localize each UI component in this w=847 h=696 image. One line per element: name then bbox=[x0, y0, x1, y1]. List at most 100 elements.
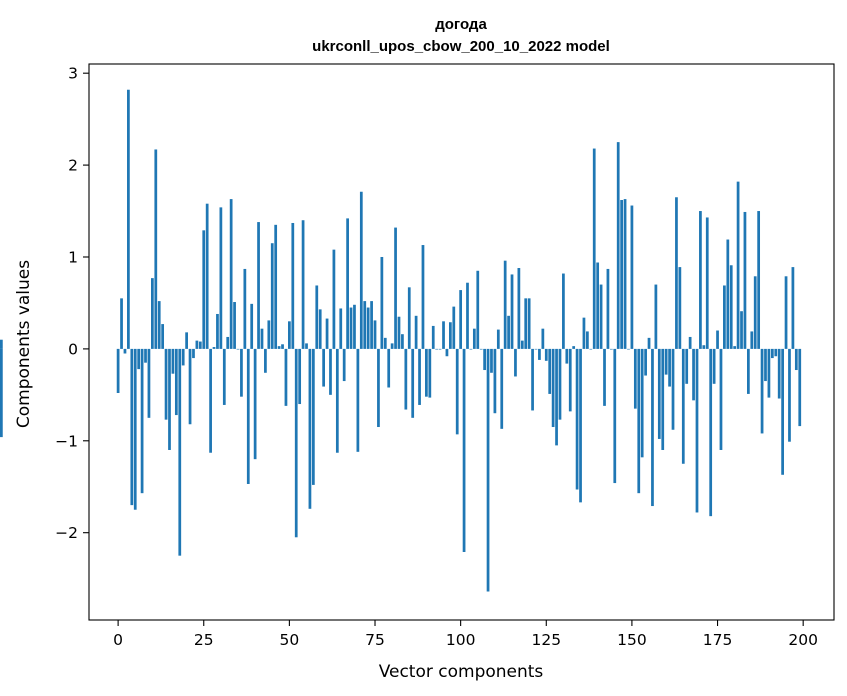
bar-48 bbox=[281, 344, 284, 349]
bar-39 bbox=[250, 303, 254, 349]
bar-110 bbox=[493, 348, 497, 414]
bar-33 bbox=[229, 199, 233, 349]
bar-13 bbox=[161, 324, 165, 349]
bar-64 bbox=[335, 348, 339, 453]
bar-106 bbox=[479, 348, 483, 350]
bar-34 bbox=[233, 302, 236, 349]
bar-183 bbox=[743, 211, 747, 349]
bar-132 bbox=[568, 348, 572, 412]
bar-78 bbox=[383, 337, 387, 349]
bar-3 bbox=[127, 89, 130, 349]
bar-146 bbox=[616, 142, 620, 349]
bar-89 bbox=[421, 245, 425, 349]
bar-0 bbox=[116, 348, 120, 393]
bar-99 bbox=[455, 348, 459, 435]
bar-47 bbox=[277, 346, 281, 349]
bar-115 bbox=[510, 274, 514, 349]
bar-164 bbox=[678, 267, 682, 349]
bar-199 bbox=[798, 348, 802, 427]
bar-184 bbox=[747, 348, 750, 394]
bar-121 bbox=[531, 348, 534, 411]
bar-16 bbox=[171, 348, 175, 374]
bar-24 bbox=[198, 341, 202, 349]
bar-95 bbox=[442, 321, 445, 349]
bar-142 bbox=[603, 348, 606, 406]
bar-54 bbox=[301, 220, 305, 349]
bar-108 bbox=[486, 348, 490, 592]
y-tick-label--2: −2 bbox=[55, 524, 78, 542]
bar-118 bbox=[520, 340, 524, 349]
bar-193 bbox=[777, 348, 781, 399]
x-tick-label-200: 200 bbox=[788, 631, 818, 649]
bar-76 bbox=[377, 348, 380, 428]
bar-124 bbox=[541, 328, 545, 349]
bar-61 bbox=[325, 318, 329, 349]
bar-127 bbox=[551, 348, 555, 428]
bar-82 bbox=[397, 316, 401, 349]
y-tick-label-3: 3 bbox=[68, 65, 78, 83]
y-tick-label-1: 1 bbox=[68, 248, 78, 266]
bar-41 bbox=[257, 222, 260, 349]
bar-46 bbox=[274, 224, 278, 349]
bar-28 bbox=[212, 347, 216, 349]
x-tick-label-75: 75 bbox=[365, 631, 385, 649]
bar-21 bbox=[188, 348, 192, 425]
bar-131 bbox=[565, 348, 569, 364]
bar-90 bbox=[425, 348, 428, 397]
bar-29 bbox=[216, 313, 219, 349]
bar-137 bbox=[586, 331, 589, 349]
bar-45 bbox=[270, 243, 274, 349]
bar-63 bbox=[332, 249, 336, 349]
bar-114 bbox=[507, 315, 510, 349]
bar-173 bbox=[709, 348, 713, 517]
bar-198 bbox=[794, 348, 798, 371]
bar-119 bbox=[524, 298, 528, 349]
bar-168 bbox=[692, 348, 695, 401]
bar-35 bbox=[236, 348, 240, 350]
bar-79 bbox=[387, 348, 391, 388]
bar-113 bbox=[503, 260, 507, 349]
bar-112 bbox=[500, 348, 504, 429]
bar-101 bbox=[462, 348, 466, 552]
bar-190 bbox=[767, 348, 771, 398]
bar-50 bbox=[288, 321, 291, 349]
x-tick-label-0: 0 bbox=[113, 631, 123, 649]
bar-177 bbox=[723, 285, 726, 349]
bar-65 bbox=[339, 308, 343, 349]
bar-97 bbox=[449, 322, 452, 349]
bar-187 bbox=[757, 211, 761, 349]
bar-81 bbox=[394, 227, 397, 349]
bar-8 bbox=[144, 348, 147, 363]
bar-104 bbox=[472, 328, 476, 349]
bar-135 bbox=[579, 348, 582, 503]
bar-195 bbox=[784, 276, 788, 349]
bar-42 bbox=[260, 328, 264, 349]
bar-31 bbox=[222, 348, 226, 405]
y-tick-label-2: 2 bbox=[68, 157, 78, 175]
bar-91 bbox=[428, 348, 432, 398]
bar-139 bbox=[592, 148, 596, 349]
bar-180 bbox=[733, 346, 737, 349]
bar-94 bbox=[438, 348, 442, 350]
bar-84 bbox=[404, 348, 408, 410]
chart-title: догода bbox=[435, 16, 487, 33]
bar-145 bbox=[613, 348, 617, 484]
bar-117 bbox=[517, 268, 521, 349]
bar-147 bbox=[620, 200, 623, 349]
bar-159 bbox=[661, 348, 665, 450]
x-axis-label: Vector components bbox=[379, 662, 544, 682]
bar-75 bbox=[373, 320, 377, 349]
bar-196 bbox=[788, 348, 791, 442]
bar-169 bbox=[695, 348, 699, 513]
y-axis-ticks: −2 −1 0 1 2 3 bbox=[55, 65, 89, 542]
bar-154 bbox=[644, 348, 647, 376]
bar-56 bbox=[308, 348, 312, 509]
bar-undefined bbox=[0, 348, 3, 438]
x-tick-label-125: 125 bbox=[531, 631, 561, 649]
bar-2 bbox=[123, 348, 127, 354]
bar-98 bbox=[452, 306, 456, 349]
bar-140 bbox=[596, 262, 600, 349]
bar-38 bbox=[246, 348, 250, 484]
bar-10 bbox=[151, 278, 154, 349]
